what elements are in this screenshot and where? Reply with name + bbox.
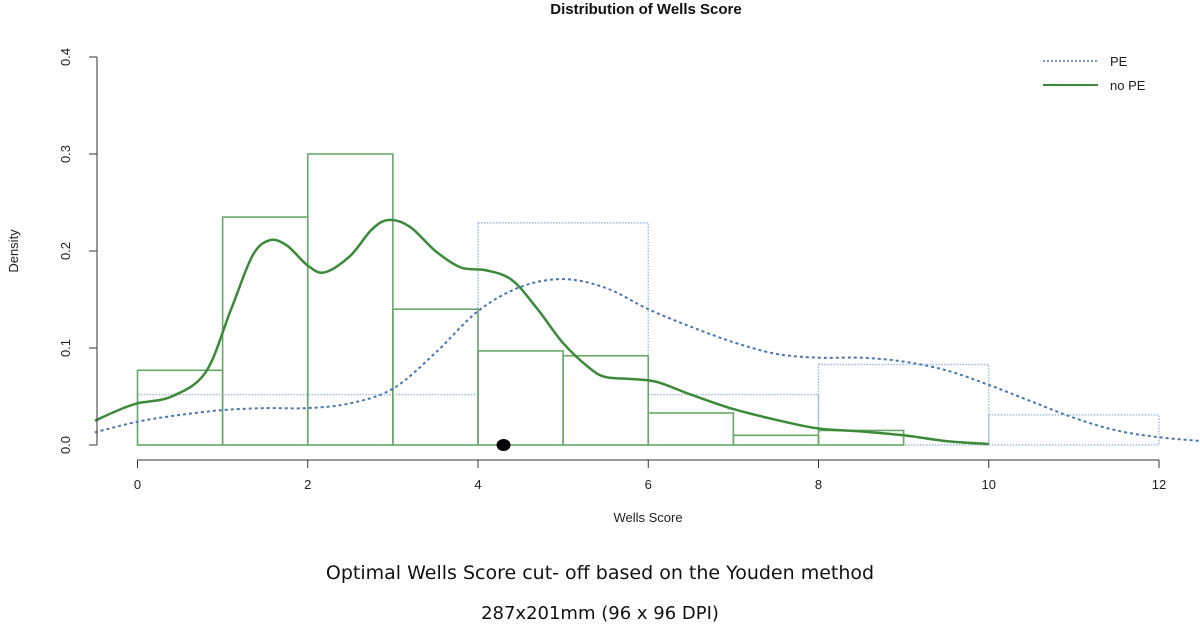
y-tick-label-2: 0.2: [58, 242, 73, 260]
legend-label-pe: PE: [1110, 54, 1128, 69]
y-tick-label-0: 0.0: [58, 436, 73, 454]
figure-caption: Optimal Wells Score cut- off based on th…: [325, 562, 875, 584]
x-tick-label-3: 6: [645, 477, 652, 492]
no-pe-bar-3: [392, 308, 479, 446]
y-tick-label-3: 0.3: [58, 145, 73, 163]
pe-bar-4: [988, 414, 1160, 446]
x-tick-label-1: 2: [304, 477, 311, 492]
no-pe-bar-5: [562, 354, 650, 446]
legend: PE no PE: [1043, 54, 1146, 93]
density-curves: [94, 218, 1200, 446]
no-pe-density-curve: [94, 218, 989, 446]
x-tick-label-4: 8: [815, 477, 822, 492]
cutoff-marker: [496, 439, 511, 451]
chart: Distribution of Wells Score Wells Score …: [6, 1, 1200, 525]
legend-label-no-pe: no PE: [1110, 78, 1146, 93]
no-pe-bar-6: [647, 412, 735, 446]
y-axis-label: Density: [6, 229, 21, 273]
no-pe-histogram: [136, 153, 905, 446]
axes: 0 2 4 6 8 10 12 0.0 0.1 0.2 0.3 0.4: [58, 48, 1166, 492]
x-tick-label-5: 10: [982, 477, 996, 492]
pe-bar-2: [647, 393, 820, 446]
no-pe-bar-2: [306, 153, 394, 446]
figure-dimensions-note: 287x201mm (96 x 96 DPI): [481, 603, 719, 624]
y-tick-label-4: 0.4: [58, 48, 73, 66]
x-tick-label-0: 0: [134, 477, 141, 492]
no-pe-bar-4: [477, 350, 564, 446]
x-tick-label-6: 12: [1152, 477, 1166, 492]
no-pe-bar-0: [136, 369, 224, 446]
x-tick-label-2: 4: [474, 477, 481, 492]
pe-density-curve: [94, 278, 1200, 442]
y-tick-label-1: 0.1: [58, 339, 73, 357]
chart-title: Distribution of Wells Score: [550, 1, 741, 18]
cutoff-marker-layer: [496, 439, 511, 451]
no-pe-bar-7: [732, 434, 820, 446]
pe-bar-3: [817, 363, 990, 446]
x-axis-label: Wells Score: [613, 510, 682, 525]
